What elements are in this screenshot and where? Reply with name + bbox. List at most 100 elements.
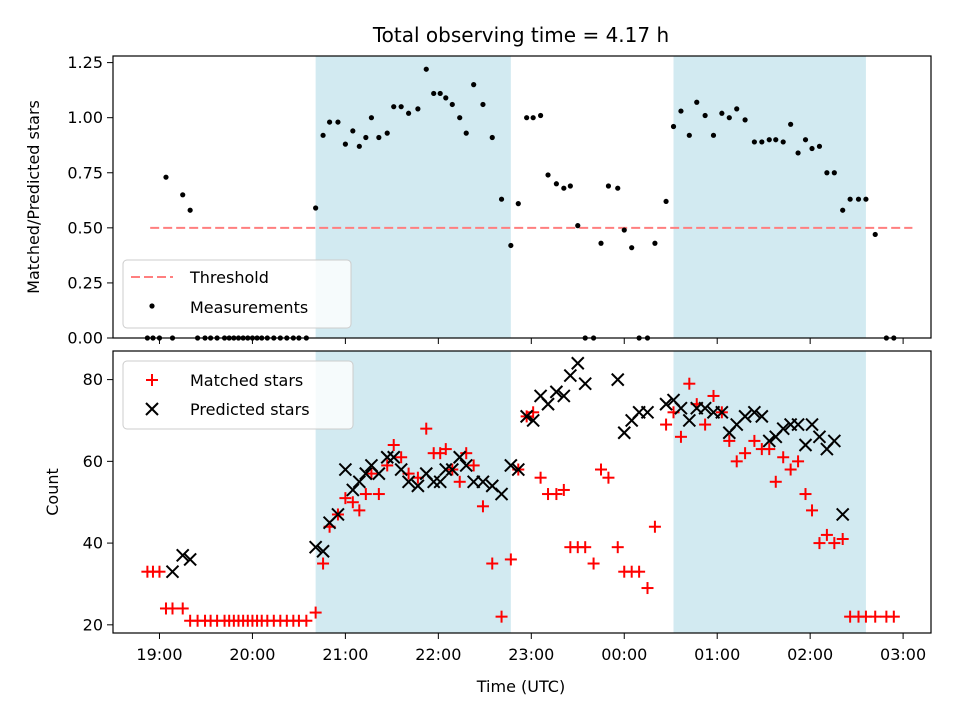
predicted-star-point bbox=[183, 552, 197, 567]
matched-star-point bbox=[730, 455, 743, 468]
measurement-point bbox=[809, 145, 815, 152]
cross-b bbox=[557, 389, 571, 403]
predicted-star-point bbox=[476, 475, 490, 489]
matched-star-point bbox=[309, 606, 322, 619]
matched-star-point bbox=[439, 443, 452, 456]
measurement-point bbox=[734, 106, 740, 112]
count-panel: 20 40 60 80 19:00 20:00 21:00 22:00 23:00 00:00 0… bbox=[43, 350, 932, 696]
predicted-star-point bbox=[571, 356, 585, 370]
matched-star-point bbox=[387, 439, 400, 451]
x-tick-label: 23:00 bbox=[508, 645, 554, 664]
matched-star-point bbox=[806, 504, 819, 517]
bottom-legend: Matched stars Predicted stars bbox=[122, 360, 354, 430]
measurement-point bbox=[686, 132, 692, 138]
measurement-point bbox=[405, 110, 412, 116]
measurement-point bbox=[629, 245, 635, 251]
predicted-star-point bbox=[504, 458, 518, 473]
matched-star-point bbox=[660, 418, 673, 431]
predicted-star-point bbox=[401, 475, 416, 489]
cross-b bbox=[674, 401, 688, 415]
cross-b bbox=[611, 372, 625, 387]
predicted-star-point bbox=[659, 397, 673, 411]
cross-b bbox=[715, 405, 729, 420]
predicted-star-point bbox=[331, 507, 345, 522]
predicted-star-point bbox=[617, 426, 631, 440]
measurement-point bbox=[443, 95, 449, 101]
bottom-y-ticks: 20 40 60 80 bbox=[83, 370, 113, 634]
measurement-point bbox=[670, 123, 677, 130]
cross-b bbox=[755, 409, 769, 424]
measurement-point bbox=[463, 130, 469, 136]
predicted-star-point bbox=[176, 548, 190, 563]
cross-b bbox=[827, 434, 842, 448]
measurement-point bbox=[457, 115, 463, 121]
cross-b bbox=[494, 487, 509, 501]
cross-b bbox=[394, 462, 408, 477]
matched-star-point bbox=[317, 557, 330, 570]
measurement-point bbox=[831, 170, 837, 176]
measurement-point bbox=[498, 196, 505, 202]
matched-star-point bbox=[813, 537, 826, 550]
measurement-point bbox=[313, 205, 319, 211]
predicted-star-point bbox=[380, 450, 394, 464]
matched-star-point bbox=[739, 447, 752, 460]
measurement-point bbox=[719, 110, 725, 116]
cross-b bbox=[549, 385, 564, 399]
y-tick-label: 40 bbox=[83, 534, 103, 553]
predicted-star-point bbox=[549, 385, 564, 399]
matched-star-point bbox=[828, 537, 841, 550]
measurement-point bbox=[788, 121, 794, 127]
cross-b bbox=[747, 405, 762, 420]
matched-star-point bbox=[557, 483, 570, 496]
measurement-point bbox=[326, 119, 333, 125]
matched-star-point bbox=[777, 451, 790, 464]
predicted-star-point bbox=[611, 372, 625, 387]
matched-star-point bbox=[792, 455, 805, 468]
predicted-star-point bbox=[776, 421, 790, 436]
matched-star-point bbox=[420, 422, 433, 435]
predicted-star-point bbox=[439, 462, 453, 477]
cross-b bbox=[541, 397, 555, 411]
predicted-star-point bbox=[453, 450, 467, 464]
matched-star-point bbox=[467, 459, 480, 472]
predicted-star-point bbox=[738, 409, 752, 424]
predicted-star-point bbox=[835, 507, 850, 522]
predicted-star-point bbox=[798, 438, 813, 452]
legend-matched-marker bbox=[146, 374, 158, 386]
chart-title: Total observing time = 4.17 h bbox=[372, 23, 669, 47]
predicted-star-point bbox=[372, 466, 386, 481]
measurement-point bbox=[415, 106, 421, 112]
matched-star-point bbox=[176, 602, 189, 615]
cross-b bbox=[476, 475, 490, 489]
matched-star-point bbox=[460, 447, 473, 460]
measurement-point bbox=[872, 231, 878, 238]
predicted-star-point bbox=[316, 544, 330, 558]
ratio-panel: 0.00 0.25 0.50 0.75 1.00 1.25 Matched/Predict… bbox=[24, 53, 932, 348]
x-tick-label: 21:00 bbox=[322, 645, 368, 664]
cross-b bbox=[640, 405, 655, 420]
cross-b bbox=[666, 393, 681, 407]
measurement-point bbox=[537, 112, 544, 119]
cross-b bbox=[519, 409, 534, 424]
cross-b bbox=[401, 475, 416, 489]
measurement-point bbox=[530, 115, 536, 121]
cross-b bbox=[439, 462, 453, 477]
predicted-star-point bbox=[394, 462, 408, 477]
predicted-star-point bbox=[557, 389, 571, 403]
cross-b bbox=[571, 356, 585, 370]
measurement-point bbox=[802, 137, 809, 143]
cross-b bbox=[835, 507, 850, 522]
matched-star-point bbox=[365, 467, 378, 480]
matched-star-point bbox=[381, 459, 394, 472]
measurement-point bbox=[621, 227, 627, 233]
predicted-star-point bbox=[346, 483, 360, 497]
cross-b bbox=[776, 421, 790, 436]
measurement-point bbox=[368, 115, 375, 121]
matched-star-point bbox=[359, 488, 372, 501]
measurement-point bbox=[545, 172, 551, 178]
measurement-point bbox=[773, 137, 779, 143]
predicted-star-point bbox=[426, 475, 441, 489]
x-tick-label: 19:00 bbox=[136, 645, 182, 664]
measurement-point bbox=[320, 132, 326, 138]
matched-star-point bbox=[611, 541, 624, 554]
